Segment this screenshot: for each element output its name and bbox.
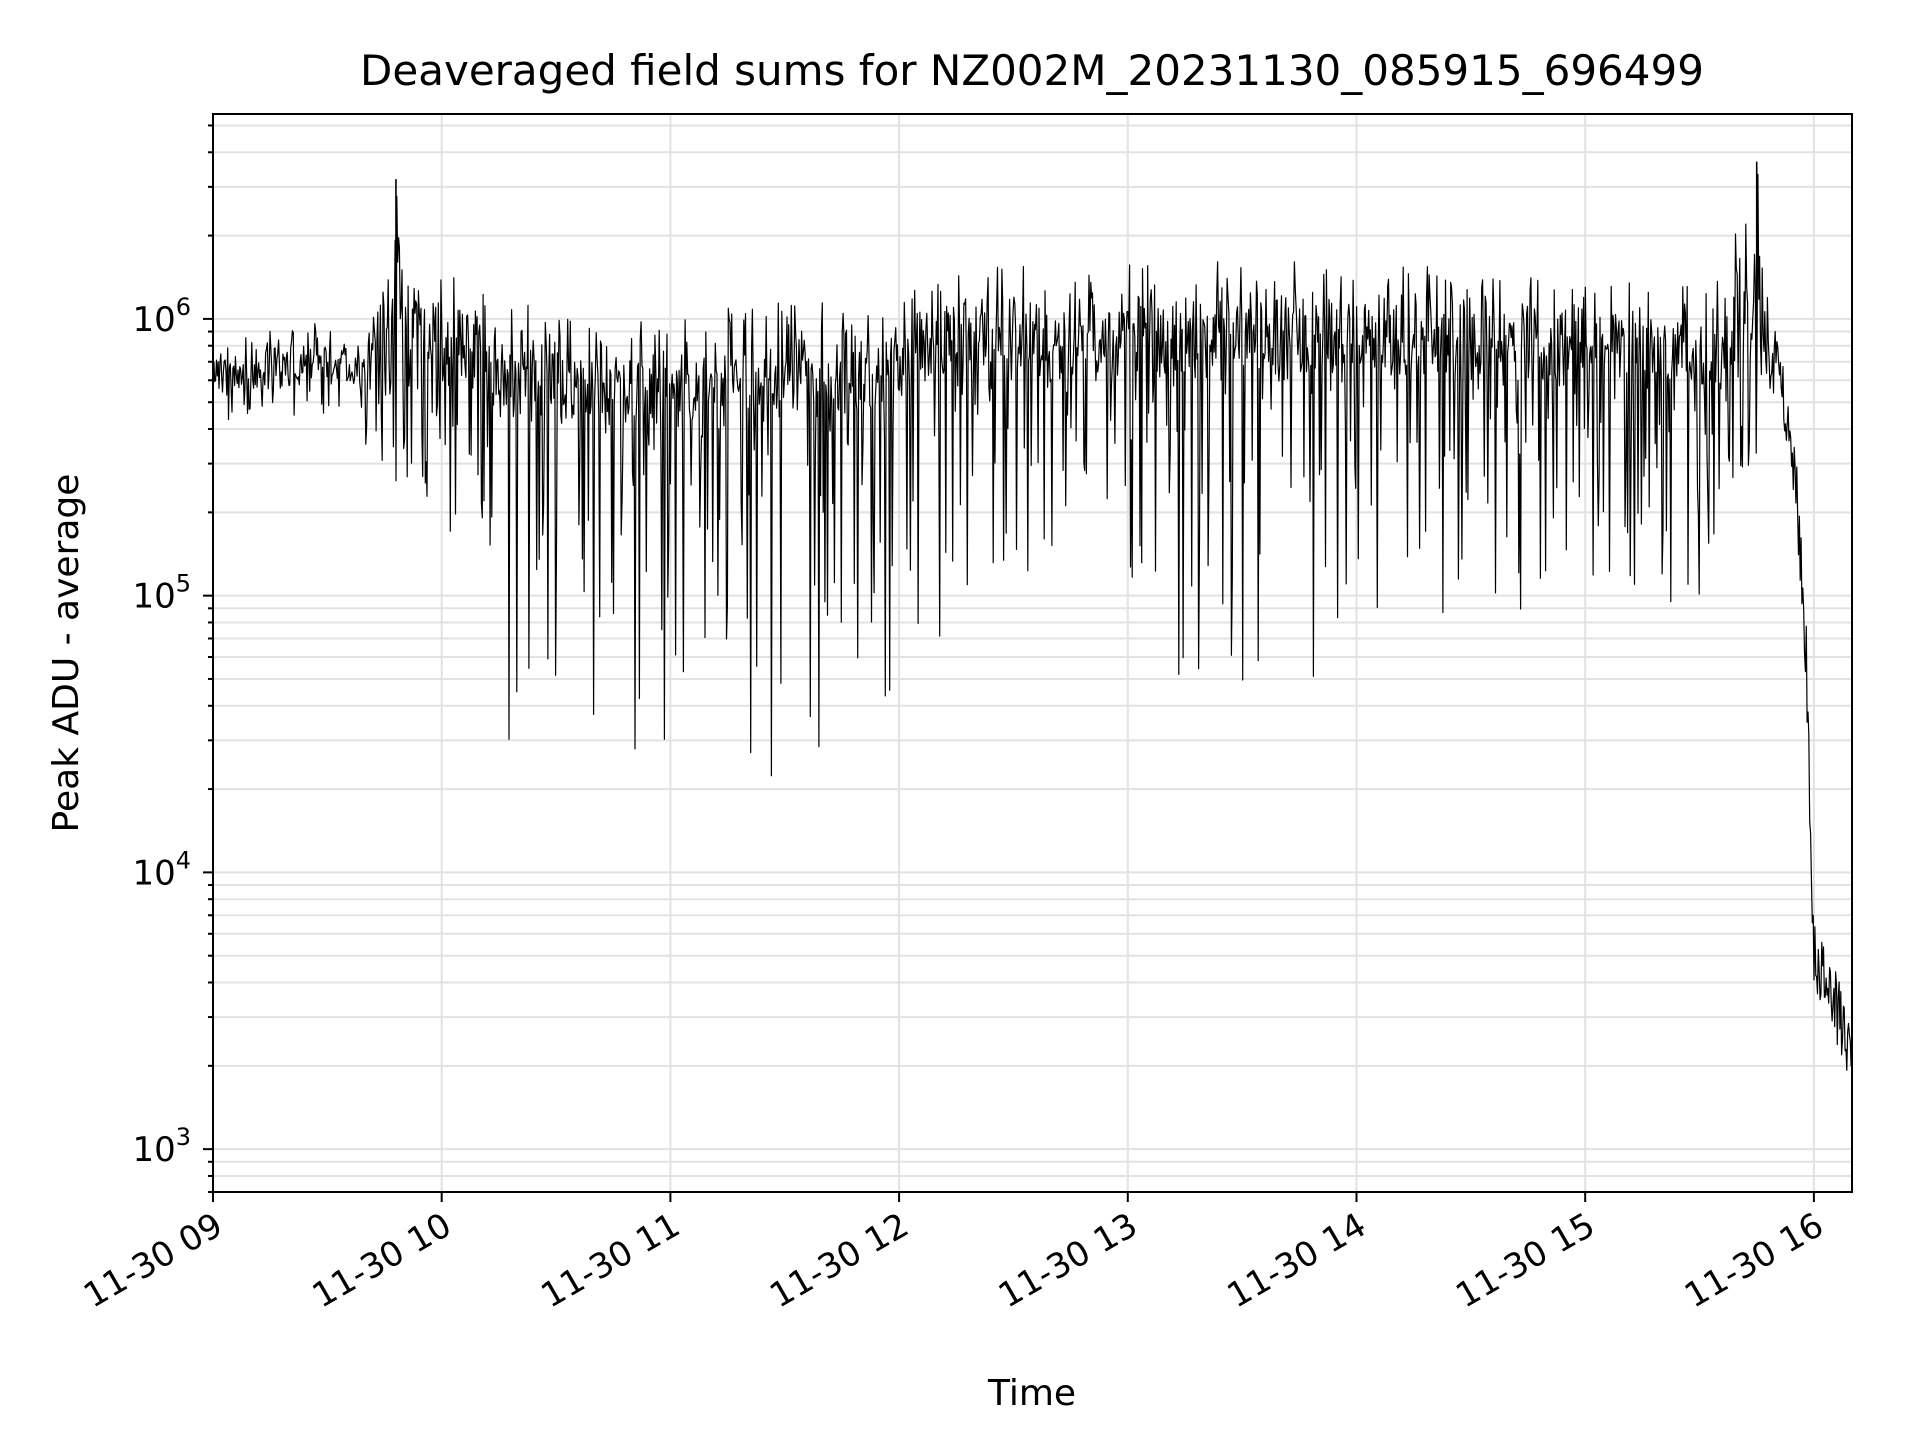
grid-layer (212, 114, 1852, 1193)
series-line (212, 173, 1853, 1071)
chart-title: Deaveraged field sums for NZ002M_2023113… (360, 46, 1704, 95)
x-tick-label: 11-30 09 (77, 1205, 229, 1316)
x-tick-label: 11-30 13 (992, 1205, 1144, 1316)
x-tick-label: 11-30 15 (1449, 1205, 1601, 1316)
y-tick-label: 106 (132, 293, 191, 340)
y-tick-label: 104 (132, 846, 191, 893)
plot-frame (212, 113, 1853, 1193)
x-tick-label: 11-30 12 (763, 1205, 915, 1316)
y-axis-label: Peak ADU - average (46, 474, 87, 833)
plot-layer (212, 161, 1853, 1071)
x-tick-label: 11-30 14 (1221, 1205, 1373, 1316)
x-axis-label: Time (987, 1373, 1076, 1414)
x-tick-label: 11-30 16 (1678, 1205, 1830, 1316)
x-tick-label: 11-30 11 (535, 1205, 687, 1316)
y-tick-label: 103 (132, 1123, 191, 1170)
y-tick-label: 105 (132, 570, 191, 617)
x-tick-label: 11-30 10 (306, 1205, 458, 1316)
axis-layer: 11-30 09 11-30 10 11-30 11 11-30 12 11-30 13… (77, 124, 1830, 1316)
